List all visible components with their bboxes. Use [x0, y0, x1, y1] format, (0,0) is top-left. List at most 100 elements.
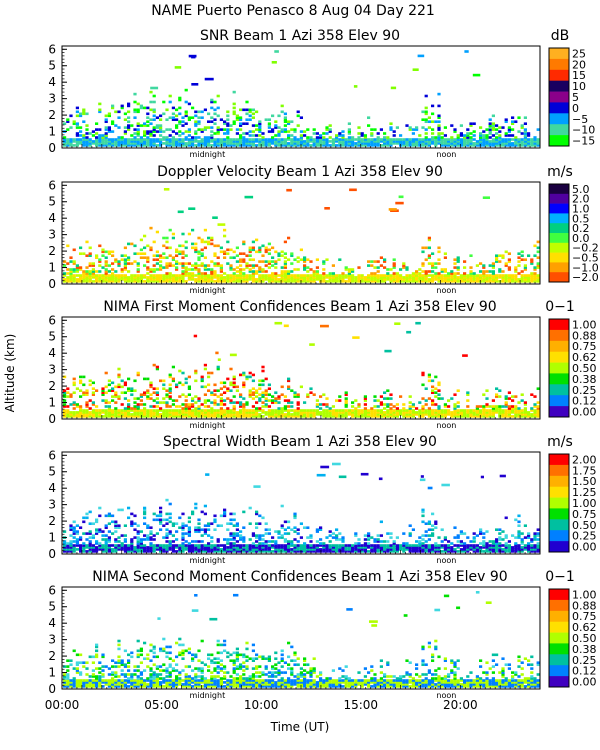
heatmap-cell: [389, 397, 393, 400]
heatmap-cell: [136, 252, 140, 255]
heatmap-cell: [267, 144, 271, 147]
heatmap-cell: [146, 377, 150, 381]
heatmap-cell: [392, 262, 396, 265]
heatmap-cell: [472, 540, 476, 543]
heatmap-cell: [376, 399, 380, 402]
heatmap-cell: [101, 142, 105, 145]
heatmap-cell: [255, 540, 259, 543]
heatmap-cell: [495, 548, 499, 551]
heatmap-cell: [152, 258, 156, 261]
heatmap-cell: [255, 546, 259, 549]
heatmap-cell: [72, 381, 76, 385]
heatmap-cell: [450, 411, 454, 414]
heatmap-cell: [389, 140, 393, 143]
heatmap-cell: [418, 413, 422, 416]
heatmap-cell: [191, 512, 195, 516]
heatmap-cell: [258, 379, 262, 383]
heatmap-cell: [223, 512, 227, 516]
heatmap-cell: [127, 242, 131, 246]
heatmap-cell: [434, 375, 438, 379]
heatmap-cell: [107, 550, 111, 553]
heatmap-cell: [216, 367, 220, 371]
heatmap-cell: [293, 413, 297, 416]
heatmap-cell: [421, 548, 425, 551]
heatmap-cell: [283, 399, 287, 402]
heatmap-cell: [277, 144, 281, 147]
heatmap-cell: [405, 138, 409, 141]
heatmap-cell: [127, 144, 131, 147]
heatmap-cell: [415, 144, 419, 147]
heatmap-cell: [363, 399, 367, 402]
heatmap-cell: [178, 546, 182, 549]
heatmap-cell: [322, 268, 326, 271]
heatmap-cell: [274, 546, 278, 549]
heatmap-cell: [322, 142, 326, 145]
heatmap-cell: [213, 393, 217, 396]
heatmap-cell: [239, 134, 243, 137]
heatmap-cell: [456, 260, 460, 263]
heatmap-cell: [171, 409, 175, 412]
heatmap-cell: [517, 272, 521, 275]
heatmap-cell: [523, 128, 527, 131]
heatmap-cell: [69, 278, 73, 281]
heatmap-cell: [72, 120, 76, 123]
heatmap-cell: [75, 538, 79, 541]
heatmap-cell: [72, 411, 76, 414]
heatmap-cell: [443, 409, 447, 412]
heatmap-cell: [245, 377, 249, 381]
heatmap-cell: [315, 272, 319, 275]
heatmap-cell: [98, 278, 102, 281]
heatmap-cell: [88, 407, 92, 410]
heatmap-cell: [248, 246, 252, 250]
heatmap-cell: [136, 532, 140, 535]
heatmap-cell: [395, 415, 399, 418]
heatmap-cell: [315, 140, 319, 143]
heatmap-cell: [207, 542, 211, 545]
heatmap-cell: [136, 128, 140, 131]
heatmap-cell: [251, 240, 255, 244]
heatmap-cell: [239, 413, 243, 416]
heatmap-cell: [274, 399, 278, 402]
heatmap-cell: [200, 140, 204, 143]
heatmap-cell: [191, 540, 195, 543]
heatmap-cell: [239, 272, 243, 275]
heatmap-cell: [402, 280, 406, 283]
heatmap-cell: [293, 278, 297, 281]
heatmap-cell: [98, 530, 102, 533]
heatmap-cell: [66, 144, 70, 147]
colorbar-label: 0.12: [572, 395, 597, 408]
heatmap-cell: [242, 383, 246, 387]
heatmap-cell: [75, 280, 79, 283]
heatmap-cell: [162, 524, 166, 527]
heatmap-cell: [79, 407, 83, 410]
heatmap-cell: [328, 280, 332, 283]
heatmap-cell: [267, 140, 271, 143]
heatmap-cell: [498, 270, 502, 273]
heatmap-cell: [287, 379, 291, 383]
heatmap-cell: [171, 136, 175, 139]
heatmap-cell: [267, 383, 271, 387]
heatmap-cell: [424, 110, 428, 114]
heatmap-cell: [501, 142, 505, 145]
heatmap-cell: [197, 128, 201, 131]
heatmap-cell: [91, 401, 95, 404]
heatmap-cell: [85, 266, 89, 269]
heatmap-cell: [459, 278, 463, 281]
heatmap-cell: [184, 399, 188, 402]
heatmap-cell: [459, 532, 463, 535]
heatmap-cell: [431, 546, 435, 549]
heatmap-cell: [75, 415, 79, 418]
heatmap-cell: [287, 550, 291, 553]
heatmap-cell: [159, 506, 163, 510]
heatmap-cell: [475, 280, 479, 283]
heatmap-cell: [424, 276, 428, 279]
heatmap-cell: [98, 548, 102, 551]
heatmap-cell: [418, 415, 422, 418]
heatmap-cell: [127, 116, 131, 119]
heatmap-cell: [479, 274, 483, 277]
heatmap-cell: [472, 134, 476, 137]
heatmap-cell: [324, 207, 330, 210]
heatmap-cell: [360, 413, 364, 416]
heatmap-cell: [296, 268, 300, 271]
heatmap-cell: [130, 548, 134, 551]
